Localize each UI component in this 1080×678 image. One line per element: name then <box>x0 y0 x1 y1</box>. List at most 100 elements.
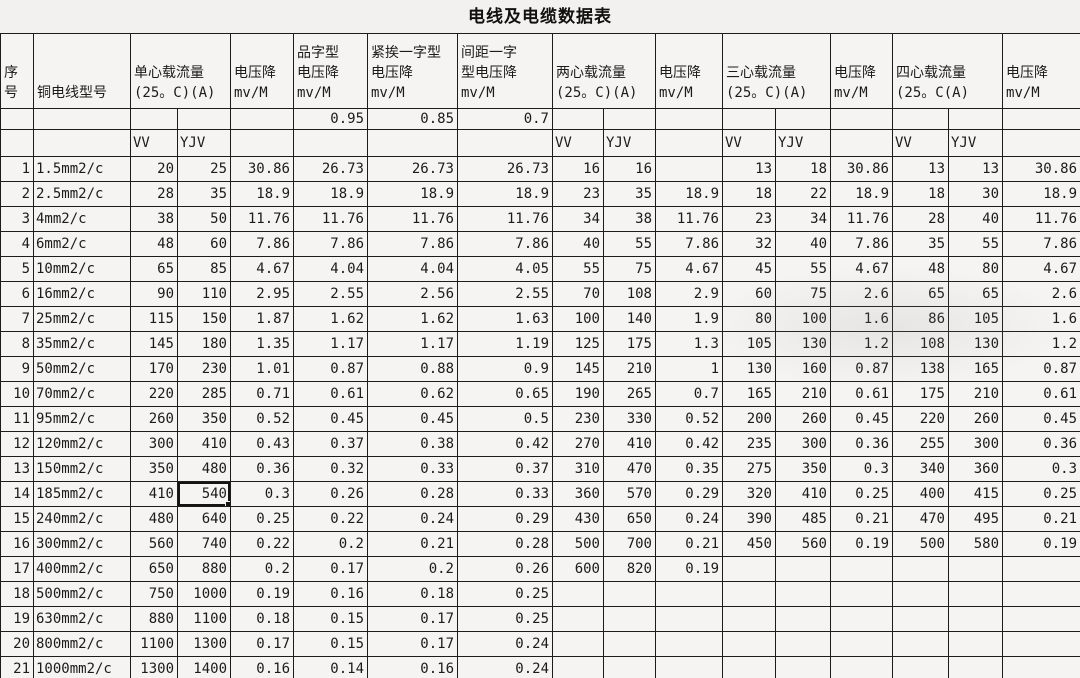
table-cell[interactable]: 0.5 <box>457 406 553 432</box>
table-cell[interactable]: 7.86 <box>655 231 723 257</box>
table-cell[interactable] <box>775 606 831 632</box>
table-cell[interactable] <box>947 556 1004 582</box>
table-cell[interactable]: 0.25 <box>457 581 553 607</box>
row-number-cell[interactable]: 4 <box>0 231 34 257</box>
table-cell[interactable]: 230 <box>552 406 604 432</box>
table-cell[interactable] <box>947 631 1004 657</box>
empty-cell[interactable] <box>230 108 294 130</box>
row-number-cell[interactable]: 5 <box>0 256 34 282</box>
table-cell[interactable]: 1.17 <box>367 331 458 357</box>
table-cell[interactable]: 0.87 <box>1002 356 1080 382</box>
table-cell[interactable]: 100 <box>552 306 604 332</box>
table-cell[interactable]: 0.24 <box>655 506 723 532</box>
table-cell[interactable]: 0.65 <box>457 381 553 407</box>
table-cell[interactable]: 30.86 <box>230 156 294 182</box>
table-cell[interactable]: 0.25 <box>1002 481 1080 507</box>
table-cell[interactable]: 580 <box>947 531 1004 557</box>
table-cell[interactable] <box>603 631 656 657</box>
table-cell[interactable]: 7.86 <box>457 231 553 257</box>
table-cell[interactable]: 108 <box>603 281 656 307</box>
table-cell[interactable]: 300 <box>775 431 831 457</box>
table-cell[interactable]: 18 <box>722 181 776 207</box>
row-number-cell[interactable]: 19 <box>0 606 34 632</box>
table-cell[interactable]: 18.9 <box>457 181 553 207</box>
table-cell[interactable]: 175 <box>603 331 656 357</box>
table-cell[interactable] <box>655 656 723 678</box>
table-cell[interactable]: 350 <box>177 406 231 432</box>
table-cell[interactable]: 1.6 <box>830 306 893 332</box>
wire-model-cell[interactable]: 6mm2/c <box>33 231 131 257</box>
table-cell[interactable]: 60 <box>177 231 231 257</box>
table-cell[interactable]: 16 <box>603 156 656 182</box>
table-cell[interactable]: 1100 <box>130 631 178 657</box>
table-cell[interactable]: 105 <box>947 306 1004 332</box>
table-cell[interactable]: 165 <box>722 381 776 407</box>
table-cell[interactable] <box>892 556 949 582</box>
table-cell[interactable] <box>722 606 776 632</box>
table-cell[interactable]: 410 <box>603 431 656 457</box>
table-cell[interactable]: 0.25 <box>457 606 553 632</box>
table-cell[interactable]: 11.76 <box>655 206 723 232</box>
wire-model-cell[interactable]: 16mm2/c <box>33 281 131 307</box>
table-cell[interactable] <box>552 581 604 607</box>
col-header-3core-voltage-drop[interactable]: 电压降 mv/M <box>830 33 893 109</box>
empty-cell[interactable] <box>655 108 723 130</box>
table-cell[interactable]: 4.04 <box>367 256 458 282</box>
table-cell[interactable]: 18.9 <box>1002 181 1080 207</box>
table-cell[interactable]: 165 <box>947 356 1004 382</box>
empty-cell[interactable] <box>603 108 656 130</box>
table-cell[interactable]: 30.86 <box>1002 156 1080 182</box>
table-cell[interactable]: 500 <box>552 531 604 557</box>
table-cell[interactable] <box>655 156 723 182</box>
col-header-2core-capacity[interactable]: 两心载流量 (25。C)(A) <box>552 33 656 109</box>
table-cell[interactable]: 40 <box>775 231 831 257</box>
table-cell[interactable]: 0.25 <box>830 481 893 507</box>
table-cell[interactable]: 16 <box>552 156 604 182</box>
table-cell[interactable]: 0.42 <box>655 431 723 457</box>
table-cell[interactable]: 1.35 <box>230 331 294 357</box>
table-cell[interactable]: 110 <box>177 281 231 307</box>
table-cell[interactable]: 0.33 <box>367 456 458 482</box>
table-cell[interactable]: 0.26 <box>293 481 368 507</box>
row-number-cell[interactable]: 3 <box>0 206 34 232</box>
wire-model-cell[interactable]: 10mm2/c <box>33 256 131 282</box>
wire-model-cell[interactable]: 240mm2/c <box>33 506 131 532</box>
table-cell[interactable]: 11.76 <box>1002 206 1080 232</box>
table-cell[interactable]: 145 <box>552 356 604 382</box>
selected-cell[interactable]: 540 <box>177 481 231 507</box>
col-header-1core-capacity[interactable]: 单心载流量 (25。C)(A) <box>130 33 231 109</box>
wire-model-cell[interactable]: 400mm2/c <box>33 556 131 582</box>
table-cell[interactable]: 13 <box>722 156 776 182</box>
col-header-2core-voltage-drop[interactable]: 电压降 mv/M <box>655 33 723 109</box>
table-cell[interactable]: 0.19 <box>830 531 893 557</box>
table-cell[interactable]: 0.3 <box>830 456 893 482</box>
table-cell[interactable]: 65 <box>947 281 1004 307</box>
empty-cell[interactable] <box>1002 108 1080 130</box>
table-cell[interactable]: 55 <box>603 231 656 257</box>
table-cell[interactable] <box>552 606 604 632</box>
cable-type-cell[interactable]: VV <box>552 129 604 157</box>
table-cell[interactable]: 0.33 <box>457 481 553 507</box>
table-cell[interactable]: 360 <box>947 456 1004 482</box>
table-cell[interactable]: 740 <box>177 531 231 557</box>
table-cell[interactable]: 0.26 <box>457 556 553 582</box>
formation-factor-cell[interactable]: 0.7 <box>457 108 553 130</box>
table-cell[interactable] <box>830 581 893 607</box>
table-cell[interactable]: 0.19 <box>655 556 723 582</box>
table-cell[interactable]: 0.36 <box>1002 431 1080 457</box>
row-number-cell[interactable]: 7 <box>0 306 34 332</box>
table-cell[interactable]: 1000 <box>177 581 231 607</box>
table-cell[interactable]: 220 <box>892 406 949 432</box>
table-cell[interactable]: 90 <box>130 281 178 307</box>
table-cell[interactable]: 0.25 <box>230 506 294 532</box>
table-cell[interactable]: 86 <box>892 306 949 332</box>
table-cell[interactable]: 35 <box>603 181 656 207</box>
wire-model-cell[interactable]: 500mm2/c <box>33 581 131 607</box>
table-cell[interactable] <box>830 606 893 632</box>
cable-type-cell[interactable]: VV <box>722 129 776 157</box>
table-cell[interactable]: 0.87 <box>830 356 893 382</box>
wire-model-cell[interactable]: 2.5mm2/c <box>33 181 131 207</box>
table-cell[interactable]: 75 <box>603 256 656 282</box>
table-cell[interactable]: 55 <box>552 256 604 282</box>
table-cell[interactable]: 23 <box>722 206 776 232</box>
